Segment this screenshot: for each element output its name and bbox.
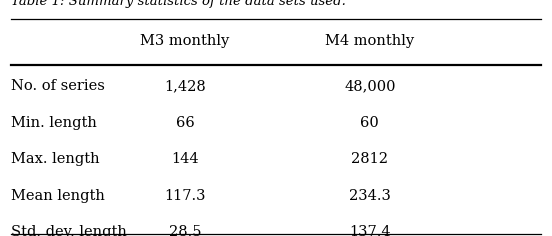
Text: No. of series: No. of series xyxy=(11,79,105,93)
Text: 234.3: 234.3 xyxy=(349,189,391,203)
Text: 2812: 2812 xyxy=(351,152,389,166)
Text: 66: 66 xyxy=(176,116,194,130)
Text: 137.4: 137.4 xyxy=(349,225,391,236)
Text: 144: 144 xyxy=(171,152,199,166)
Text: Min. length: Min. length xyxy=(11,116,97,130)
Text: 1,428: 1,428 xyxy=(164,79,206,93)
Text: M4 monthly: M4 monthly xyxy=(325,34,415,48)
Text: 60: 60 xyxy=(360,116,379,130)
Text: Max. length: Max. length xyxy=(11,152,100,166)
Text: Mean length: Mean length xyxy=(11,189,105,203)
Text: 48,000: 48,000 xyxy=(344,79,396,93)
Text: 117.3: 117.3 xyxy=(164,189,206,203)
Text: 28.5: 28.5 xyxy=(169,225,201,236)
Text: M3 monthly: M3 monthly xyxy=(140,34,230,48)
Text: Table 1: Summary statistics of the data sets used.: Table 1: Summary statistics of the data … xyxy=(11,0,346,8)
Text: Std. dev. length: Std. dev. length xyxy=(11,225,127,236)
